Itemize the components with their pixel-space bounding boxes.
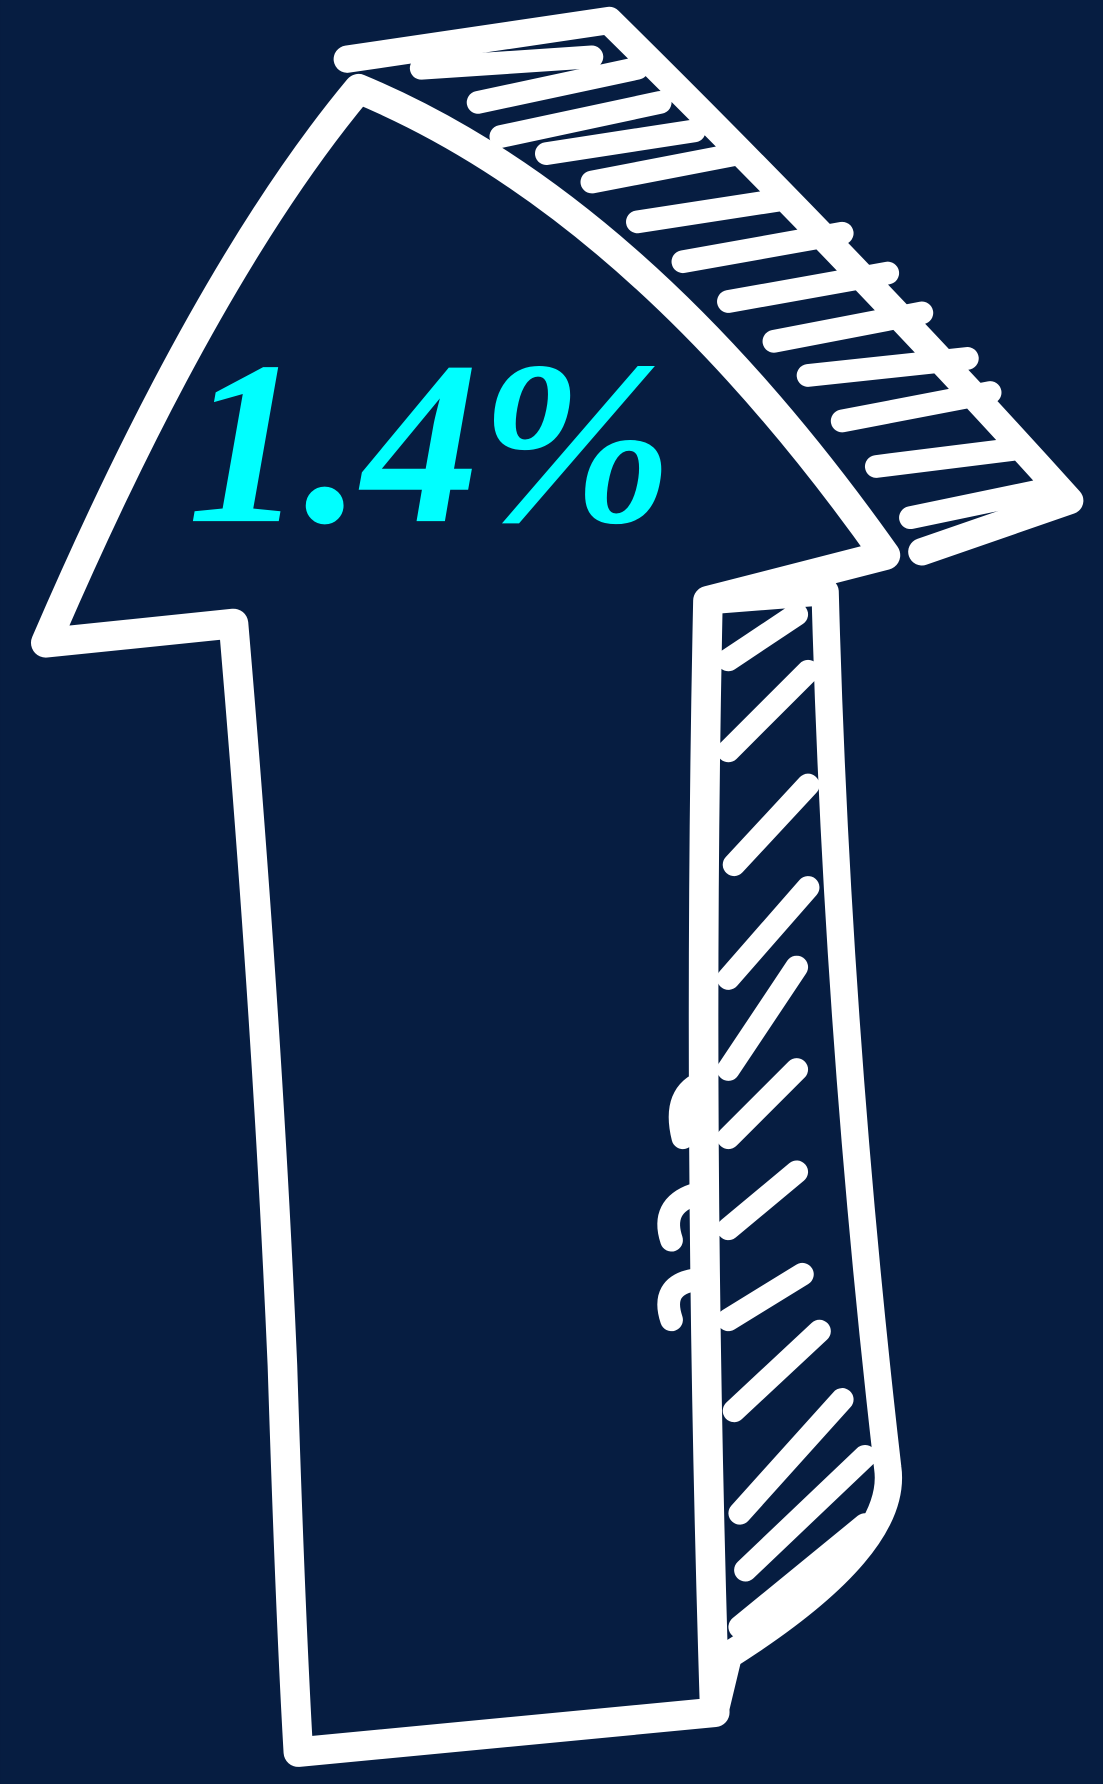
hatching <box>409 45 1059 1639</box>
percent-label: 1.4% <box>187 314 673 572</box>
